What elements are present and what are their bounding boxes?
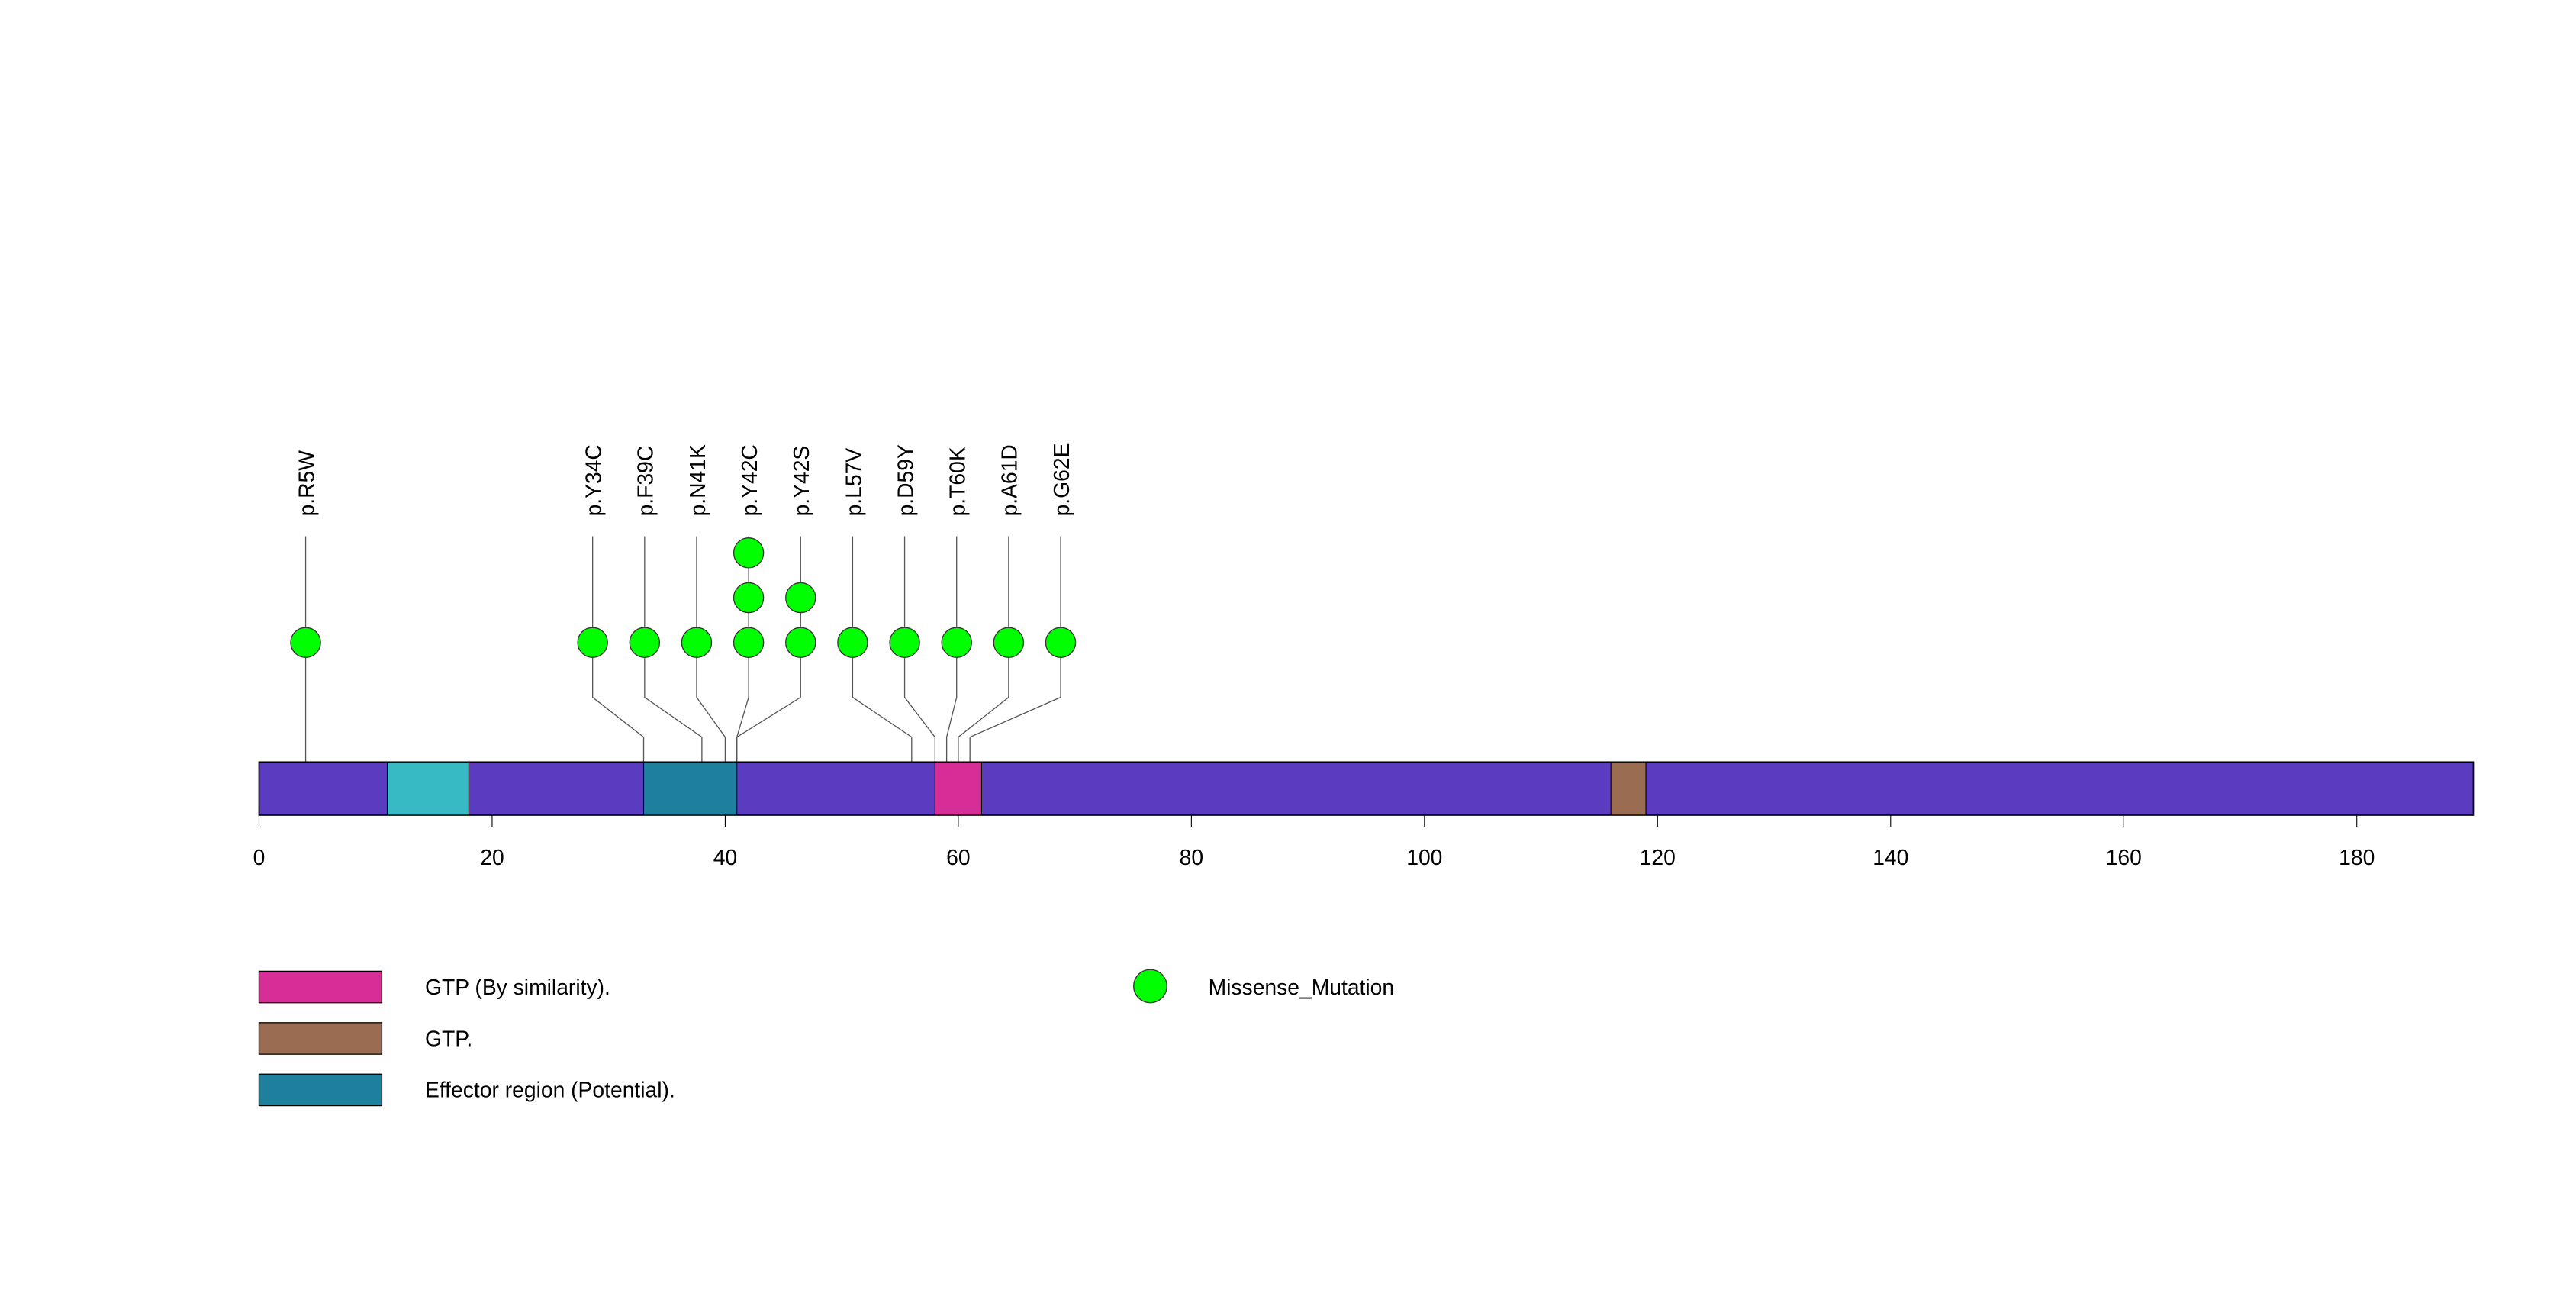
legend-label: Missense_Mutation bbox=[1209, 975, 1395, 999]
domain-segment bbox=[642, 761, 738, 816]
axis-tick-label: 140 bbox=[1872, 845, 1908, 869]
legend-label: Effector region (Potential). bbox=[425, 1078, 675, 1102]
domain-segment bbox=[1610, 761, 1647, 816]
axis-tick-label: 20 bbox=[480, 845, 504, 869]
mutation-label: p.D59Y bbox=[893, 444, 917, 516]
protein-backbone bbox=[258, 761, 2475, 816]
x-axis: 0 20 40 60 80 100 120 140 160 180 bbox=[253, 814, 2375, 869]
domain-segment bbox=[934, 761, 982, 816]
mutation-markers: p.R5W p.Y34C p.F39C p.N41K p.Y42C p.Y42S p.L57… bbox=[290, 443, 1077, 658]
mutation-dot bbox=[785, 582, 816, 614]
mutation-dot bbox=[733, 537, 765, 569]
legend-swatch bbox=[258, 1022, 383, 1055]
legend-label: GTP (By similarity). bbox=[425, 975, 610, 999]
legend-label: GTP. bbox=[425, 1026, 472, 1050]
axis-tick-label: 0 bbox=[253, 845, 266, 869]
mutation-dot bbox=[941, 627, 972, 658]
mutation-label: p.R5W bbox=[294, 450, 318, 517]
mutation-dot bbox=[733, 627, 765, 658]
domain-segment bbox=[386, 761, 469, 816]
mutation-dot bbox=[889, 627, 920, 658]
mutation-label: p.F39C bbox=[633, 446, 658, 517]
mutation-dot bbox=[837, 627, 868, 658]
mutation-dot bbox=[681, 627, 713, 658]
axis-tick-label: 160 bbox=[2106, 845, 2142, 869]
mutation-label: p.Y34C bbox=[581, 444, 606, 516]
mutation-label: p.Y42S bbox=[789, 446, 813, 517]
mutation-dot bbox=[733, 582, 765, 614]
legend-swatch bbox=[258, 970, 383, 1004]
mutation-label: p.L57V bbox=[841, 448, 865, 517]
protein-bar bbox=[258, 761, 2475, 816]
mutation-dot bbox=[993, 627, 1025, 658]
mutation-label: p.Y42C bbox=[737, 444, 762, 516]
axis-tick-label: 120 bbox=[1640, 845, 1676, 869]
legend-mutation-dot bbox=[1133, 969, 1167, 1004]
axis-tick-label: 60 bbox=[946, 845, 970, 869]
axis-tick-label: 40 bbox=[713, 845, 737, 869]
mutation-dot bbox=[290, 627, 321, 658]
mutation-dot bbox=[785, 627, 816, 658]
legend-swatch bbox=[258, 1073, 383, 1107]
mutation-label: p.G62E bbox=[1049, 443, 1074, 517]
axis-tick-label: 80 bbox=[1180, 845, 1203, 869]
mutation-label: p.T60K bbox=[945, 447, 970, 516]
axis-tick-label: 100 bbox=[1406, 845, 1442, 869]
legend: GTP (By similarity). GTP. Effector region … bbox=[258, 969, 1395, 1107]
mutation-dot bbox=[1045, 627, 1077, 658]
mutation-label: p.A61D bbox=[997, 444, 1022, 516]
mutation-label: p.N41K bbox=[685, 444, 710, 516]
mutation-dot bbox=[577, 627, 608, 658]
mutation-dot bbox=[629, 627, 661, 658]
axis-tick-label: 180 bbox=[2339, 845, 2375, 869]
